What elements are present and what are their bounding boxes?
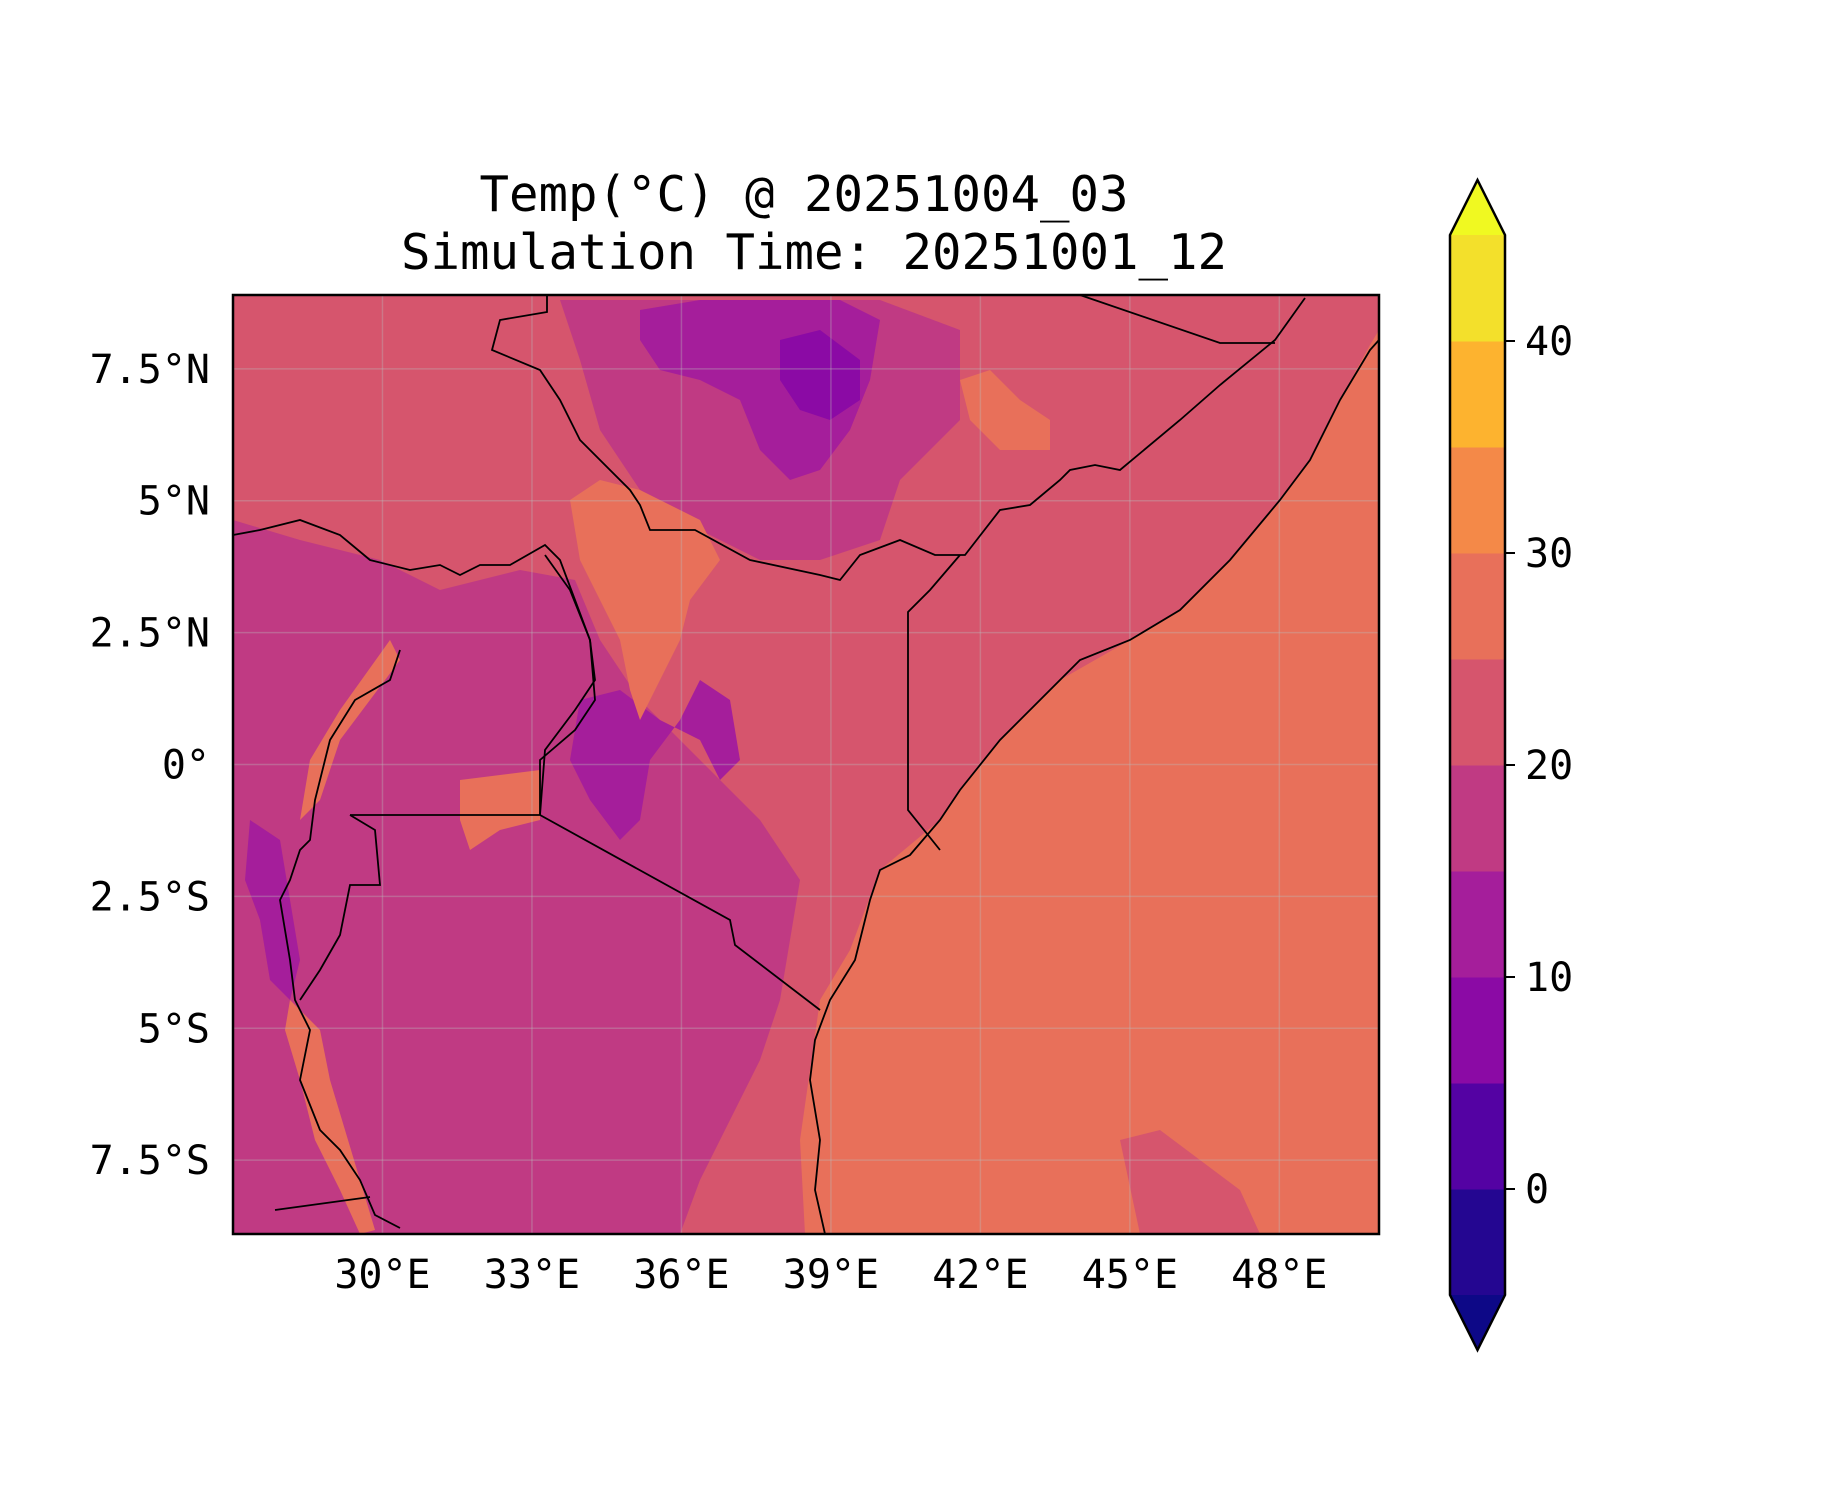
south-sudan-ethiopia-border — [490, 295, 1306, 582]
lake-victoria-warm-patch — [460, 770, 540, 850]
colorbar-tick-label: 40 — [1525, 319, 1573, 365]
colorbar-tick-label: 20 — [1525, 743, 1573, 789]
colorbar-segment — [1450, 765, 1505, 872]
colorbar-tick-label: 0 — [1525, 1167, 1549, 1213]
albertine-warm-strip — [300, 640, 400, 820]
colorbar-tick-label: 10 — [1525, 955, 1573, 1001]
map-frame — [231, 293, 1381, 1236]
tanzania-rwanda-burundi-border — [299, 814, 381, 1001]
colorbar-segment — [1450, 235, 1505, 342]
map-title: Temp(°C) @ 20251004_03 — [479, 166, 1128, 223]
lake-tanganyika-warm-strip — [285, 1000, 375, 1234]
ethiopia-somalia-border — [1079, 294, 1275, 344]
turkana-warm-strip — [570, 480, 720, 720]
colorbar-segment — [1450, 1083, 1505, 1190]
x-tick-label: 30°E — [334, 1252, 430, 1298]
colorbar-segment — [1450, 977, 1505, 1084]
uganda-sudan-drc-border — [232, 519, 596, 816]
colorbar-under-arrow — [1450, 1295, 1505, 1350]
y-tick-label: 2.5°N — [90, 611, 210, 657]
east-africa-coastline — [809, 339, 1380, 1235]
zambia-border — [274, 1196, 371, 1211]
map-area: 30°E 33°E 36°E 39°E 42°E 45°E 48°E 7.5°N 5°N 2.5… — [90, 293, 1381, 1298]
colorbar: 0 10 20 30 40 — [1448, 177, 1573, 1353]
uganda-kenya-border — [539, 554, 596, 815]
western-cool-region — [233, 520, 800, 1234]
y-tick-label: 0° — [162, 743, 210, 789]
gridlines — [233, 295, 1379, 1234]
y-tick-label: 2.5°S — [90, 874, 210, 920]
y-tick-label: 7.5°N — [90, 347, 210, 393]
x-tick-label: 39°E — [783, 1252, 879, 1298]
southeast-mild-patch — [1120, 1130, 1260, 1234]
colorbar-segment — [1450, 553, 1505, 660]
drc-western-rift-border — [279, 649, 401, 1229]
x-axis-ticks: 30°E 33°E 36°E 39°E 42°E 45°E 48°E — [334, 1252, 1327, 1298]
x-tick-label: 33°E — [484, 1252, 580, 1298]
colorbar-segment — [1450, 871, 1505, 978]
y-axis-ticks: 7.5°N 5°N 2.5°N 0° 2.5°S 5°S 7.5°S — [90, 347, 210, 1184]
lake-victoria-southern-border — [350, 814, 821, 1011]
colorbar-tick-label: 30 — [1525, 531, 1573, 577]
colorbar-outline — [1448, 177, 1507, 1353]
country-borders — [232, 294, 1380, 1235]
kenya-somalia-border — [907, 554, 961, 851]
colorbar-segment — [1450, 341, 1505, 448]
ethiopian-highland-peak — [780, 330, 860, 420]
colorbar-over-arrow — [1450, 180, 1505, 235]
rift-west-cold-strip — [245, 820, 300, 1000]
colorbar-segment — [1450, 659, 1505, 766]
x-tick-label: 36°E — [633, 1252, 729, 1298]
y-tick-label: 5°N — [138, 479, 210, 525]
map-subtitle: Simulation Time: 20251001_12 — [401, 224, 1227, 281]
colorbar-segment — [1450, 1189, 1505, 1296]
somali-warm-patch — [960, 370, 1050, 450]
colorbar-segment — [1450, 447, 1505, 554]
x-tick-label: 42°E — [932, 1252, 1028, 1298]
x-tick-label: 48°E — [1231, 1252, 1327, 1298]
kenya-highland-cold — [570, 680, 740, 840]
y-tick-label: 7.5°S — [90, 1138, 210, 1184]
y-tick-label: 5°S — [138, 1006, 210, 1052]
x-tick-label: 45°E — [1082, 1252, 1178, 1298]
